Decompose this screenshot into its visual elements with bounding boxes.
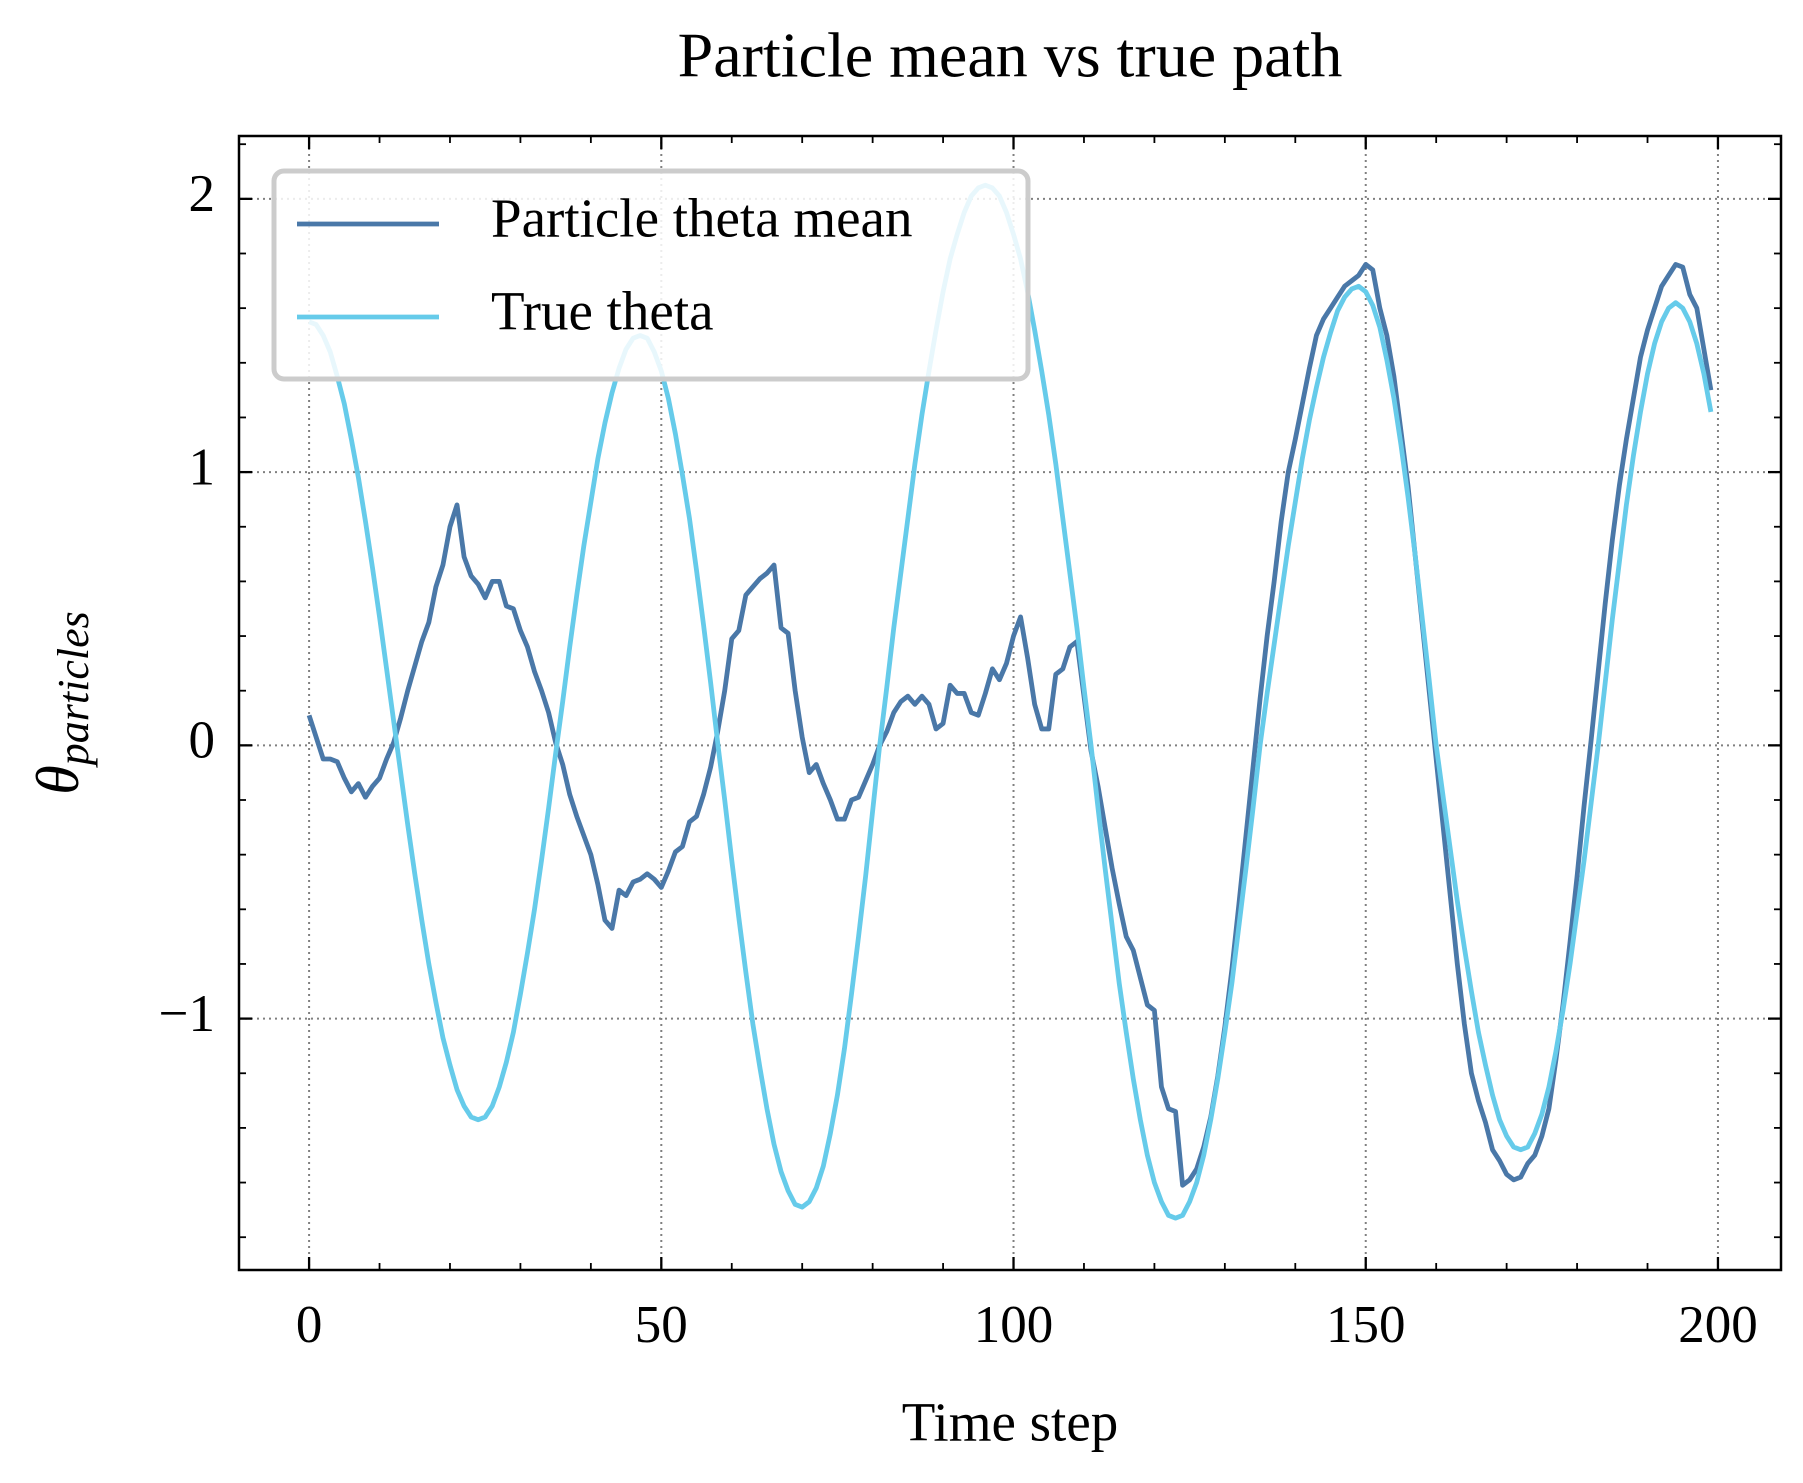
y-tick-label: −1 xyxy=(159,985,215,1043)
x-tick-label: 50 xyxy=(635,1296,688,1354)
data-line xyxy=(306,262,1714,1188)
y-tick-label: 2 xyxy=(189,165,216,223)
plot-frame xyxy=(237,134,1783,1272)
y-axis-label: θparticles xyxy=(25,611,98,794)
y-tick-label: 0 xyxy=(189,712,216,770)
y-axis-symbol: θ xyxy=(25,765,91,794)
chart-title: Particle mean vs true path xyxy=(678,20,1343,91)
legend: Particle theta mean True theta xyxy=(271,168,1031,382)
x-tick-label: 150 xyxy=(1326,1296,1406,1354)
y-axis-subscript: particles xyxy=(49,611,98,768)
legend-box xyxy=(271,168,1031,382)
x-axis-label: Time step xyxy=(902,1392,1118,1453)
x-tick-label: 200 xyxy=(1678,1296,1758,1354)
y-tick-label: 1 xyxy=(189,438,216,496)
x-tick-label: 0 xyxy=(296,1296,323,1354)
legend-label: Particle theta mean xyxy=(491,188,912,249)
legend-label: True theta xyxy=(491,281,714,342)
x-tick-label: 100 xyxy=(974,1296,1054,1354)
